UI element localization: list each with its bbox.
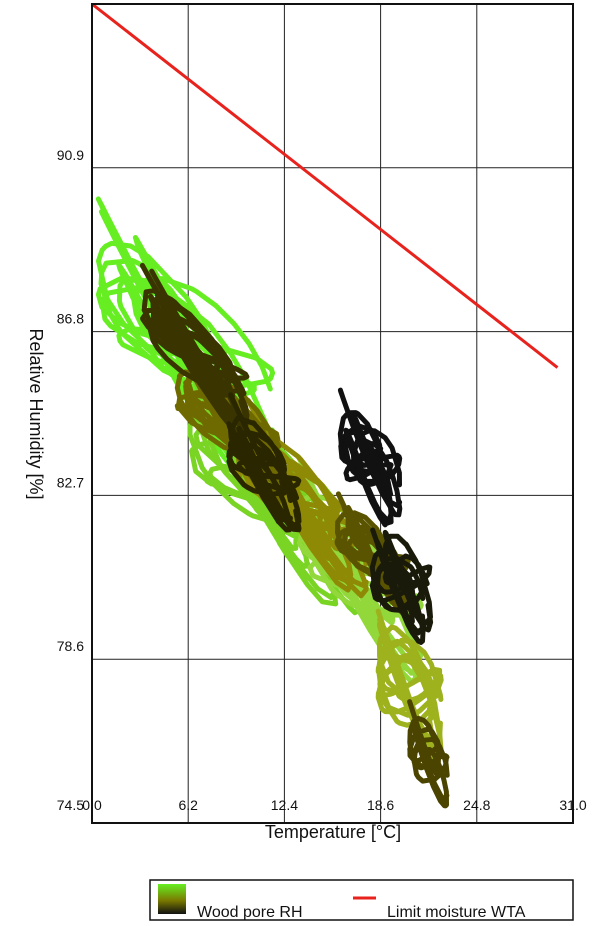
x-tick-label: 18.6 [367,797,394,813]
y-tick-label: 86.8 [57,311,84,327]
y-tick-label: 90.9 [57,147,84,163]
x-axis-label: Temperature [°C] [265,822,401,842]
rh-trajectory [95,196,228,416]
y-tick-label: 78.6 [57,638,84,654]
legend-label-limit: Limit moisture WTA [387,904,526,921]
y-tick-labels: 74.5 78.6 82.7 86.8 90.9 [57,147,84,813]
rh-trajectory [139,262,230,398]
rh-trajectory [337,387,384,487]
grid [91,4,574,824]
rh-trajectory [382,529,434,633]
rh-trajectory [345,505,411,613]
plot-frame [91,3,574,824]
limit-moisture-line [92,4,559,369]
rh-trajectory [374,539,426,645]
x-tick-label: 24.8 [463,797,490,813]
x-tick-labels: 0.0 6.2 12.4 18.6 24.8 31.0 [82,797,587,813]
rh-trajectory [369,527,415,625]
legend: Wood pore RH Limit moisture WTA [149,879,574,921]
y-tick-label: 74.5 [57,797,84,813]
rh-trajectory [334,491,394,592]
rh-trajectory [407,699,442,778]
y-tick-label: 82.7 [57,474,84,490]
rh-trajectory [236,425,302,533]
x-tick-label: 0.0 [82,797,102,813]
rh-trajectory [116,262,258,481]
rh-trajectory [226,421,293,533]
rh-trajectory [411,724,450,809]
data-trajectories [95,196,450,809]
x-tick-label: 31.0 [559,797,586,813]
x-tick-label: 6.2 [178,797,198,813]
rh-trajectory [343,427,394,528]
rh-trajectory [376,621,443,761]
x-tick-label: 12.4 [271,797,298,813]
y-axis-label: Relative Humidity [%] [26,328,46,499]
legend-box [149,879,574,921]
legend-swatch-wood [158,884,186,914]
limit-line-layer [92,4,559,369]
legend-label-wood: Wood pore RH [197,904,303,921]
